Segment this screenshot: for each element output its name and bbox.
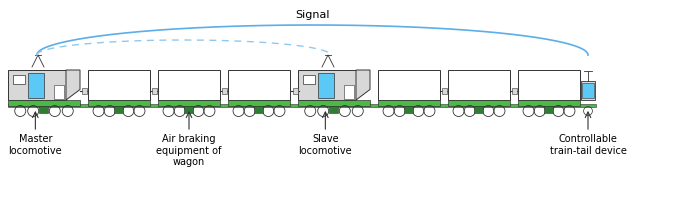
Bar <box>303 76 315 84</box>
Bar <box>378 71 440 100</box>
Bar <box>184 106 193 113</box>
Bar <box>318 74 334 98</box>
Bar <box>298 100 370 106</box>
Bar <box>298 71 356 100</box>
Bar <box>475 106 484 113</box>
Bar <box>88 100 150 106</box>
Bar <box>518 100 580 106</box>
Polygon shape <box>66 71 80 100</box>
Text: Master
locomotive: Master locomotive <box>8 133 62 155</box>
Bar <box>158 71 220 100</box>
Bar <box>222 89 227 95</box>
Polygon shape <box>356 71 370 100</box>
Bar <box>8 100 80 106</box>
Bar <box>442 89 447 95</box>
Bar <box>255 106 264 113</box>
Bar <box>448 100 510 106</box>
Bar <box>228 71 290 100</box>
Bar <box>40 106 49 113</box>
Bar <box>518 71 580 100</box>
Bar <box>158 100 220 106</box>
Bar <box>13 76 25 84</box>
Text: Controllable
train-tail device: Controllable train-tail device <box>549 133 627 155</box>
Bar <box>582 83 594 98</box>
Bar <box>8 104 596 107</box>
Bar <box>329 106 338 113</box>
Bar <box>114 106 123 113</box>
Bar <box>54 86 64 99</box>
Text: Signal: Signal <box>295 10 329 20</box>
Bar <box>88 71 150 100</box>
Bar <box>545 106 553 113</box>
Text: Slave
locomotive: Slave locomotive <box>299 133 352 155</box>
Text: Air braking
equipment of
wagon: Air braking equipment of wagon <box>156 133 222 166</box>
Bar <box>152 89 157 95</box>
Bar <box>405 106 414 113</box>
Bar <box>28 74 44 98</box>
Bar <box>228 100 290 106</box>
Bar <box>293 89 298 95</box>
Bar <box>581 81 595 100</box>
Bar <box>512 89 517 95</box>
Bar <box>82 89 87 95</box>
Bar <box>448 71 510 100</box>
Bar <box>378 100 440 106</box>
Bar <box>8 71 66 100</box>
Bar <box>344 86 354 99</box>
